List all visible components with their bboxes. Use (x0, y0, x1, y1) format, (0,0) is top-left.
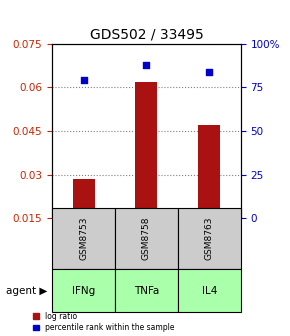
Text: GSM8753: GSM8753 (79, 217, 88, 260)
FancyBboxPatch shape (115, 208, 178, 269)
Text: IFNg: IFNg (72, 286, 95, 296)
Text: IL4: IL4 (202, 286, 217, 296)
Bar (135, 82, 157, 218)
Bar (198, 125, 220, 218)
FancyBboxPatch shape (178, 269, 241, 312)
FancyBboxPatch shape (52, 208, 115, 269)
FancyBboxPatch shape (178, 208, 241, 269)
Legend: log ratio, percentile rank within the sample: log ratio, percentile rank within the sa… (33, 312, 175, 332)
Point (144, 62, 149, 67)
FancyBboxPatch shape (115, 269, 178, 312)
Text: GSM8763: GSM8763 (205, 217, 214, 260)
Text: GSM8758: GSM8758 (142, 217, 151, 260)
FancyBboxPatch shape (52, 269, 115, 312)
Text: TNFa: TNFa (134, 286, 159, 296)
Title: GDS502 / 33495: GDS502 / 33495 (90, 27, 203, 41)
Point (81, 78, 86, 83)
Text: agent ▶: agent ▶ (6, 286, 47, 296)
Bar (72, 179, 95, 218)
Point (207, 69, 212, 74)
